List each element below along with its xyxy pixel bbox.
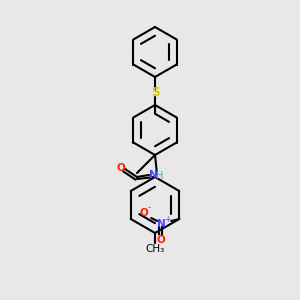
Text: -: - <box>148 203 151 212</box>
Text: CH₃: CH₃ <box>146 244 165 254</box>
Text: N: N <box>148 170 158 180</box>
Text: O: O <box>117 163 125 173</box>
Text: O: O <box>140 208 148 218</box>
Text: S: S <box>151 86 159 100</box>
Text: +: + <box>164 214 170 224</box>
Text: O: O <box>157 235 166 245</box>
Text: H: H <box>156 171 164 181</box>
Text: N: N <box>157 219 166 229</box>
